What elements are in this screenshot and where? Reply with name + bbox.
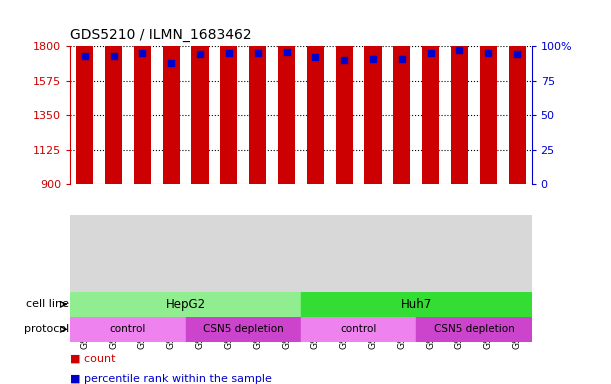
Point bbox=[109, 53, 119, 59]
Point bbox=[483, 50, 493, 56]
Bar bbox=[278, 0, 295, 184]
Bar bbox=[105, 18, 122, 184]
Point bbox=[137, 50, 147, 56]
Bar bbox=[186, 317, 301, 342]
Point bbox=[224, 50, 234, 56]
Bar bbox=[480, 0, 497, 184]
Text: GDS5210 / ILMN_1683462: GDS5210 / ILMN_1683462 bbox=[70, 28, 252, 42]
Text: ■ percentile rank within the sample: ■ percentile rank within the sample bbox=[70, 374, 272, 384]
Bar bbox=[70, 292, 301, 317]
Text: Huh7: Huh7 bbox=[401, 298, 432, 311]
Point bbox=[282, 48, 291, 55]
Point bbox=[253, 50, 263, 56]
Text: control: control bbox=[340, 324, 377, 334]
Text: control: control bbox=[110, 324, 146, 334]
Bar bbox=[508, 0, 526, 184]
Bar bbox=[76, 0, 93, 184]
Point bbox=[80, 53, 90, 59]
Point bbox=[455, 47, 464, 53]
Bar bbox=[422, 0, 439, 184]
Point bbox=[195, 51, 205, 58]
Bar bbox=[249, 0, 266, 184]
Point bbox=[426, 50, 436, 56]
Bar bbox=[70, 317, 186, 342]
Bar bbox=[163, 41, 180, 184]
Bar bbox=[191, 0, 209, 184]
Text: cell line: cell line bbox=[26, 299, 70, 310]
Text: CSN5 depletion: CSN5 depletion bbox=[203, 324, 284, 334]
Text: protocol: protocol bbox=[24, 324, 70, 334]
Bar bbox=[301, 292, 532, 317]
Text: HepG2: HepG2 bbox=[166, 298, 206, 311]
Bar bbox=[307, 11, 324, 184]
Bar bbox=[416, 317, 532, 342]
Point bbox=[397, 55, 407, 61]
Bar bbox=[134, 0, 151, 184]
Bar bbox=[393, 12, 411, 184]
Text: CSN5 depletion: CSN5 depletion bbox=[434, 324, 514, 334]
Bar bbox=[220, 0, 238, 184]
Bar bbox=[335, 41, 353, 184]
Point bbox=[368, 55, 378, 61]
Bar bbox=[301, 317, 416, 342]
Bar bbox=[364, 14, 382, 184]
Bar bbox=[451, 0, 468, 184]
Point bbox=[512, 51, 522, 58]
Point bbox=[166, 60, 176, 66]
Point bbox=[339, 57, 349, 63]
Text: ■ count: ■ count bbox=[70, 353, 115, 363]
Point bbox=[310, 54, 320, 60]
